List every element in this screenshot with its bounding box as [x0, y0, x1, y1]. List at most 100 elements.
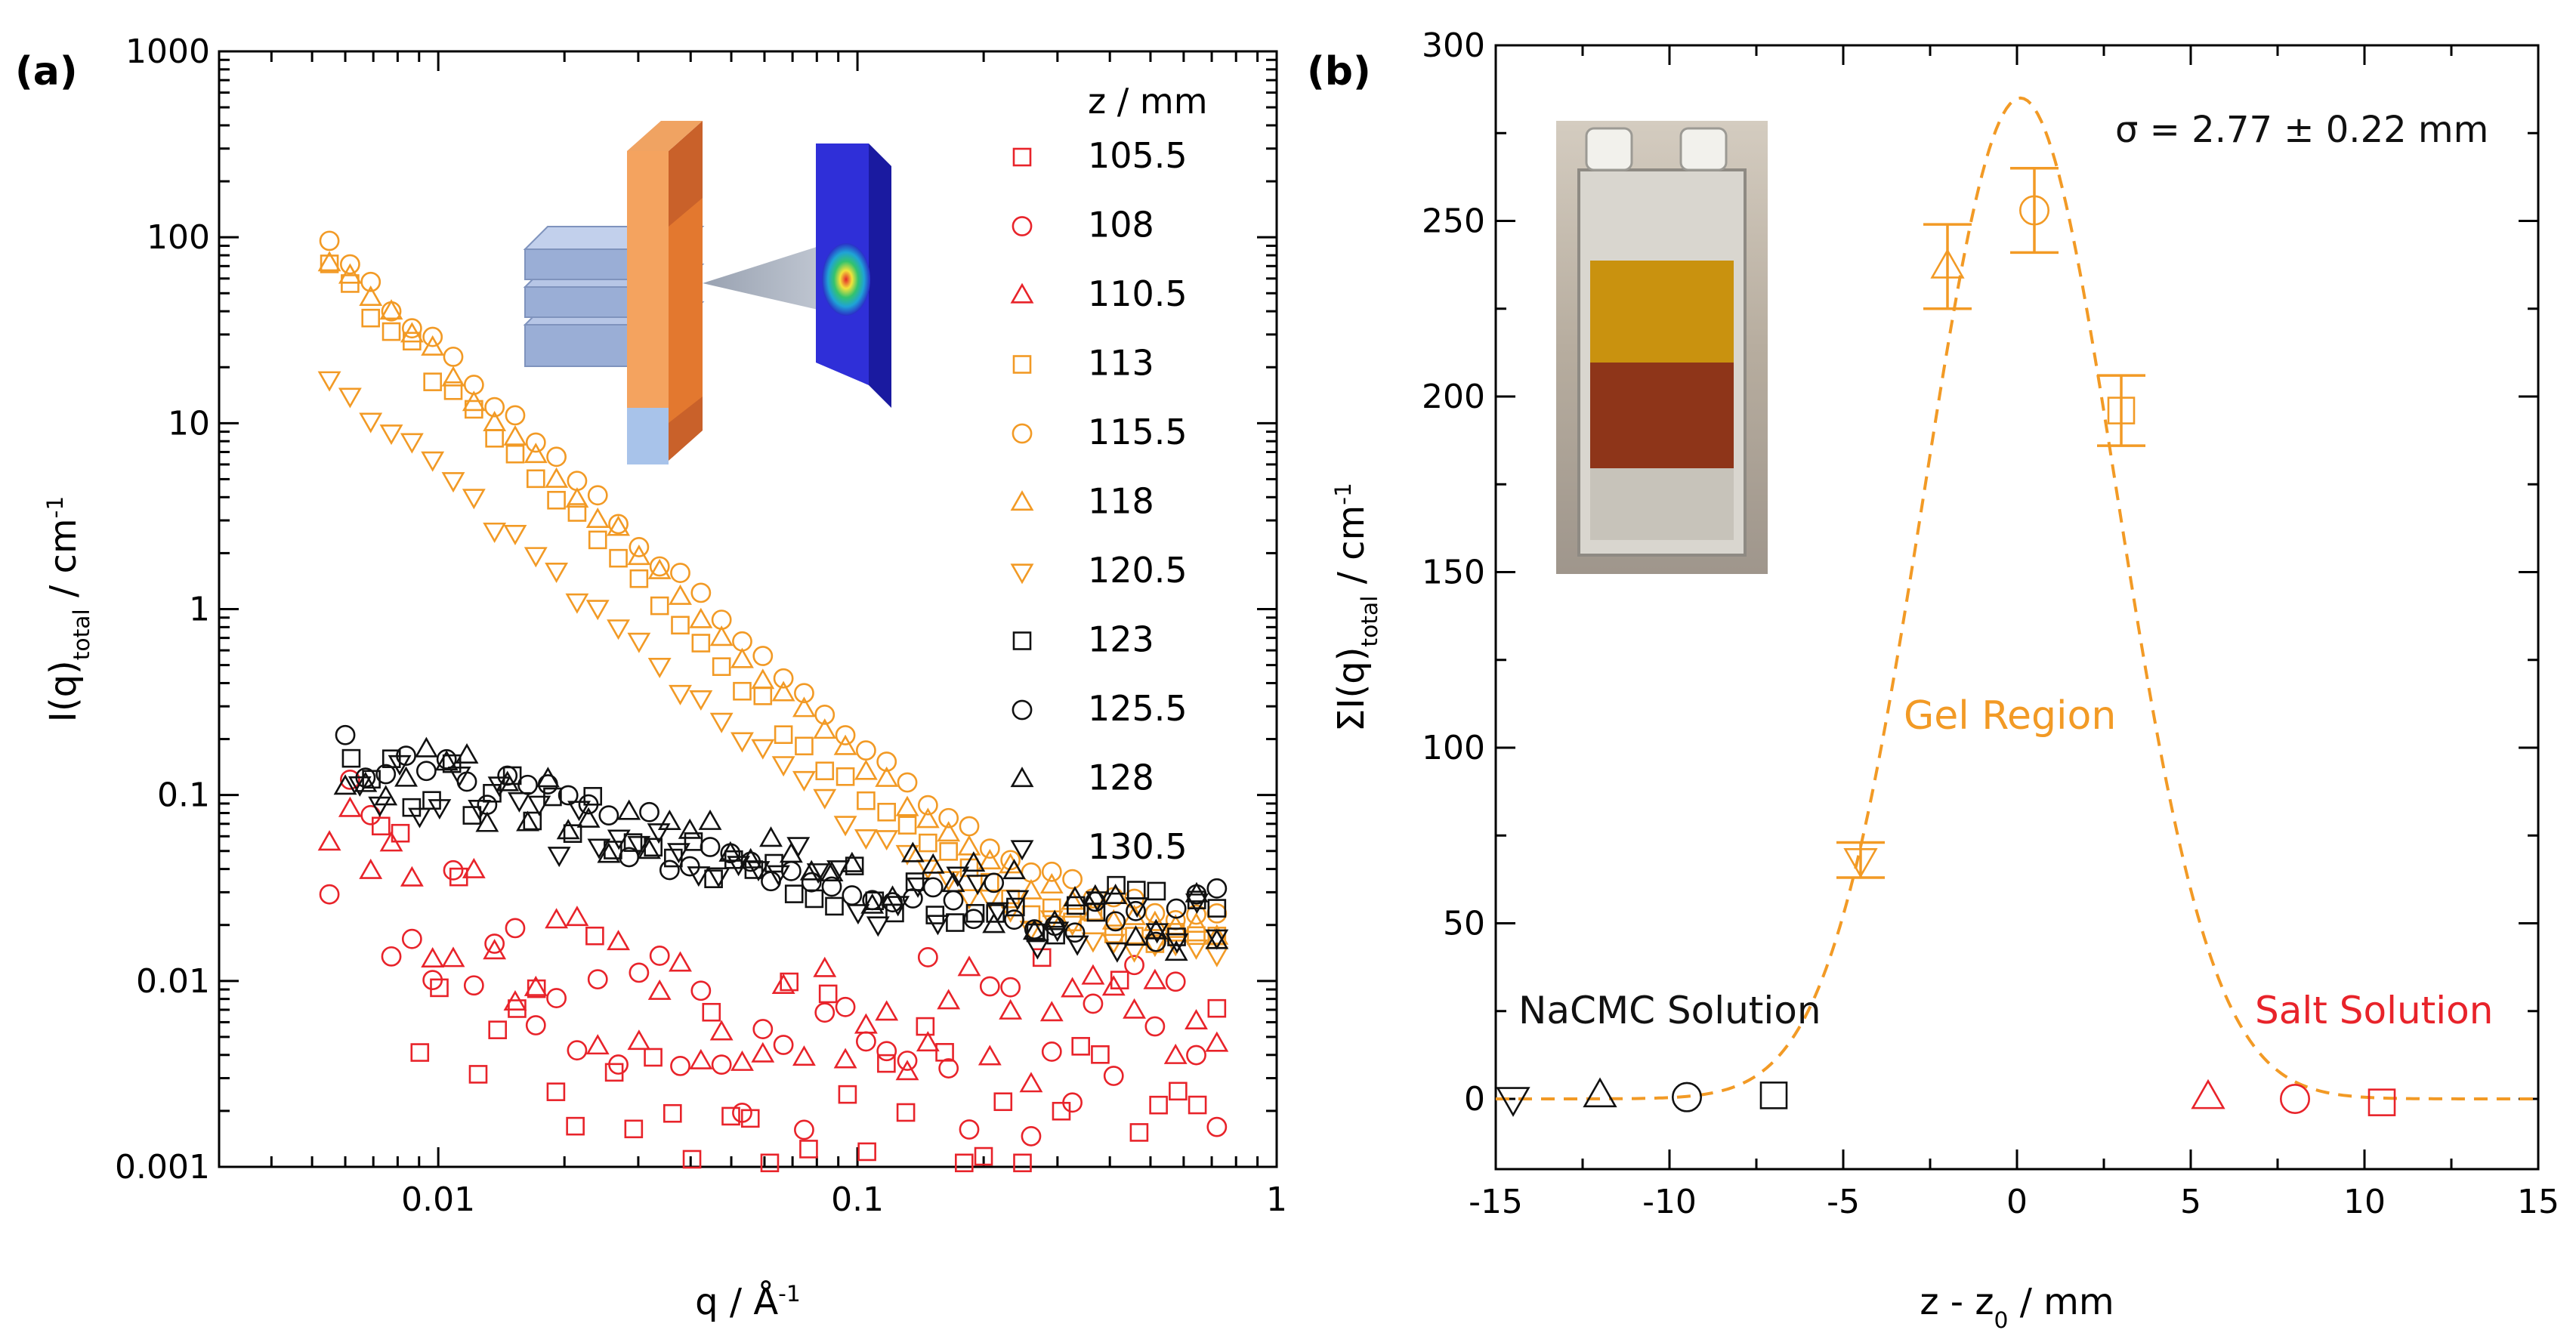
data-point — [999, 902, 1023, 923]
data-point — [897, 816, 917, 835]
data-point — [1086, 891, 1109, 912]
data-point — [730, 647, 754, 668]
data-point — [1104, 883, 1128, 904]
data-point — [1019, 878, 1043, 900]
data-point — [422, 326, 443, 347]
data-point — [794, 683, 814, 704]
data-point — [319, 230, 340, 251]
x-tick-label-b: -15 — [1469, 1183, 1523, 1221]
data-point — [401, 318, 422, 339]
data-point — [689, 1048, 713, 1069]
data-point — [1004, 909, 1024, 930]
data-point — [1149, 1095, 1168, 1115]
data-point — [1145, 923, 1169, 944]
vial-salt-layer — [1590, 261, 1734, 363]
data-point — [516, 810, 539, 832]
legend-entry: 128 — [1088, 758, 1154, 798]
data-point — [421, 451, 445, 472]
x-axis-label-a: q / Å-1 — [695, 1280, 801, 1323]
data-point — [597, 842, 621, 863]
data-point — [537, 774, 558, 795]
series-118 — [317, 251, 1229, 945]
data-point — [919, 833, 937, 853]
data-point — [1042, 898, 1061, 918]
data-point — [854, 1013, 878, 1034]
inset-cell-front — [627, 151, 669, 408]
data-point — [565, 906, 589, 927]
data-point — [732, 1102, 752, 1123]
data-point — [443, 859, 464, 881]
data-point — [838, 1085, 857, 1104]
data-point — [462, 857, 486, 878]
annotation-salt: Salt Solution — [2255, 989, 2493, 1032]
data-point — [794, 1119, 814, 1140]
legend-marker — [1010, 282, 1034, 304]
data-point — [1091, 1045, 1110, 1064]
data-point — [916, 1031, 940, 1052]
data-point — [546, 988, 567, 1008]
data-point — [746, 861, 771, 882]
data-point — [1124, 925, 1147, 946]
data-point — [862, 890, 883, 911]
data-point — [939, 842, 958, 861]
data-point — [400, 866, 424, 887]
data-point — [786, 837, 811, 858]
y-tick-label-a: 1 — [189, 591, 210, 629]
data-point — [1185, 1008, 1208, 1030]
data-point — [430, 978, 449, 998]
data-point — [338, 796, 362, 817]
data-point — [1105, 942, 1129, 963]
data-point — [730, 1050, 754, 1071]
data-point — [1166, 898, 1187, 919]
inset-detector-side — [869, 143, 891, 408]
data-point — [525, 432, 546, 453]
data-point — [669, 951, 692, 972]
data-point — [771, 974, 795, 995]
data-point — [669, 584, 692, 605]
data-point — [627, 835, 651, 856]
data-point — [441, 472, 465, 493]
data-point-b — [2107, 397, 2136, 424]
legend-marker — [1012, 355, 1032, 374]
y-tick-label-b: 250 — [1422, 202, 1485, 241]
data-point — [1124, 955, 1144, 976]
data-point — [1039, 873, 1064, 894]
data-point — [1019, 1072, 1043, 1093]
legend-marker — [1010, 840, 1034, 861]
data-point — [585, 507, 610, 528]
data-point — [733, 681, 752, 701]
inset-cell-lower — [627, 408, 669, 464]
annotation-nacmc: NaCMC Solution — [1518, 989, 1821, 1032]
data-point — [687, 866, 711, 887]
data-point — [773, 668, 794, 689]
data-point — [546, 1082, 566, 1101]
data-point — [965, 875, 990, 896]
data-point — [814, 1002, 836, 1023]
panel-b-label: (b) — [1307, 49, 1371, 94]
data-point — [698, 809, 722, 830]
data-point — [317, 830, 341, 851]
data-point — [410, 1043, 430, 1062]
data-point — [962, 851, 986, 872]
data-point — [526, 469, 545, 489]
data-point — [1081, 964, 1105, 985]
data-point — [855, 740, 876, 761]
data-point — [916, 807, 940, 829]
data-point — [441, 946, 465, 967]
data-point — [607, 930, 630, 951]
data-point — [565, 593, 589, 614]
legend-marker — [1012, 216, 1033, 236]
data-point — [897, 772, 918, 793]
data-point — [917, 947, 938, 967]
x-tick-label-b: -10 — [1642, 1183, 1697, 1221]
data-point — [678, 818, 702, 839]
data-point — [567, 1040, 588, 1061]
data-point — [959, 1119, 980, 1140]
data-point — [792, 770, 816, 792]
data-point — [381, 322, 401, 341]
data-point — [671, 616, 690, 635]
data-point — [1187, 926, 1206, 946]
data-point — [415, 761, 437, 782]
data-point — [607, 829, 631, 850]
data-point — [488, 1020, 508, 1039]
